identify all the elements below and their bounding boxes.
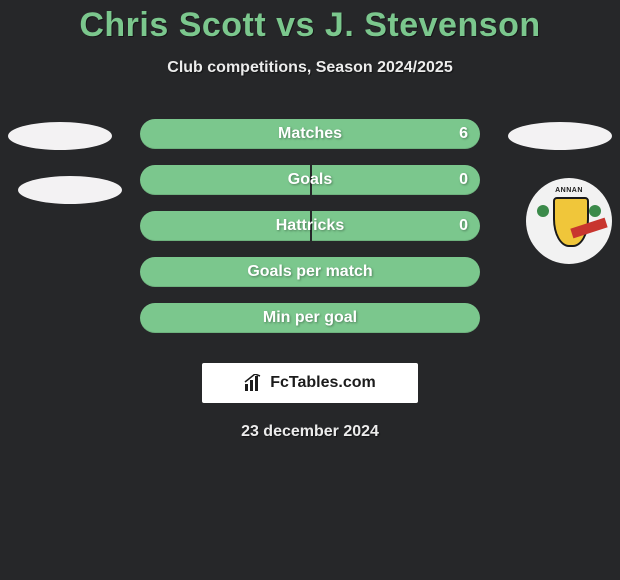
page-title: Chris Scott vs J. Stevenson	[0, 0, 620, 45]
stat-row: Goals0	[0, 165, 620, 195]
stat-bar-segment	[140, 119, 480, 149]
stat-row: Goals per match	[0, 257, 620, 287]
stat-row: Hattricks0	[0, 211, 620, 241]
subtitle: Club competitions, Season 2024/2025	[0, 59, 620, 77]
stat-row: Matches6	[0, 119, 620, 149]
stat-bar-segment	[140, 257, 480, 287]
comparison-card: Chris Scott vs J. Stevenson Club competi…	[0, 0, 620, 580]
stat-bar	[140, 119, 480, 149]
stat-bar-segment-left	[140, 165, 310, 195]
date-text: 23 december 2024	[0, 423, 620, 441]
stat-rows: Matches6 Goals0 Hattricks0 Goals per match M…	[0, 119, 620, 333]
stat-bar	[140, 211, 480, 241]
bar-chart-icon	[244, 374, 266, 392]
attribution-box: FcTables.com	[202, 363, 418, 403]
stat-bar-segment-right	[312, 165, 480, 195]
stat-bar-segment-right	[312, 211, 480, 241]
stat-bar	[140, 165, 480, 195]
stat-value-right: 0	[459, 211, 468, 241]
stat-value-right: 0	[459, 165, 468, 195]
stat-bar	[140, 257, 480, 287]
stat-bar-segment	[140, 303, 480, 333]
stat-row: Min per goal	[0, 303, 620, 333]
fctables-logo: FcTables.com	[244, 374, 376, 392]
stat-bar-segment-left	[140, 211, 310, 241]
attribution-text: FcTables.com	[270, 374, 376, 392]
stat-value-right: 6	[459, 119, 468, 149]
stat-bar	[140, 303, 480, 333]
